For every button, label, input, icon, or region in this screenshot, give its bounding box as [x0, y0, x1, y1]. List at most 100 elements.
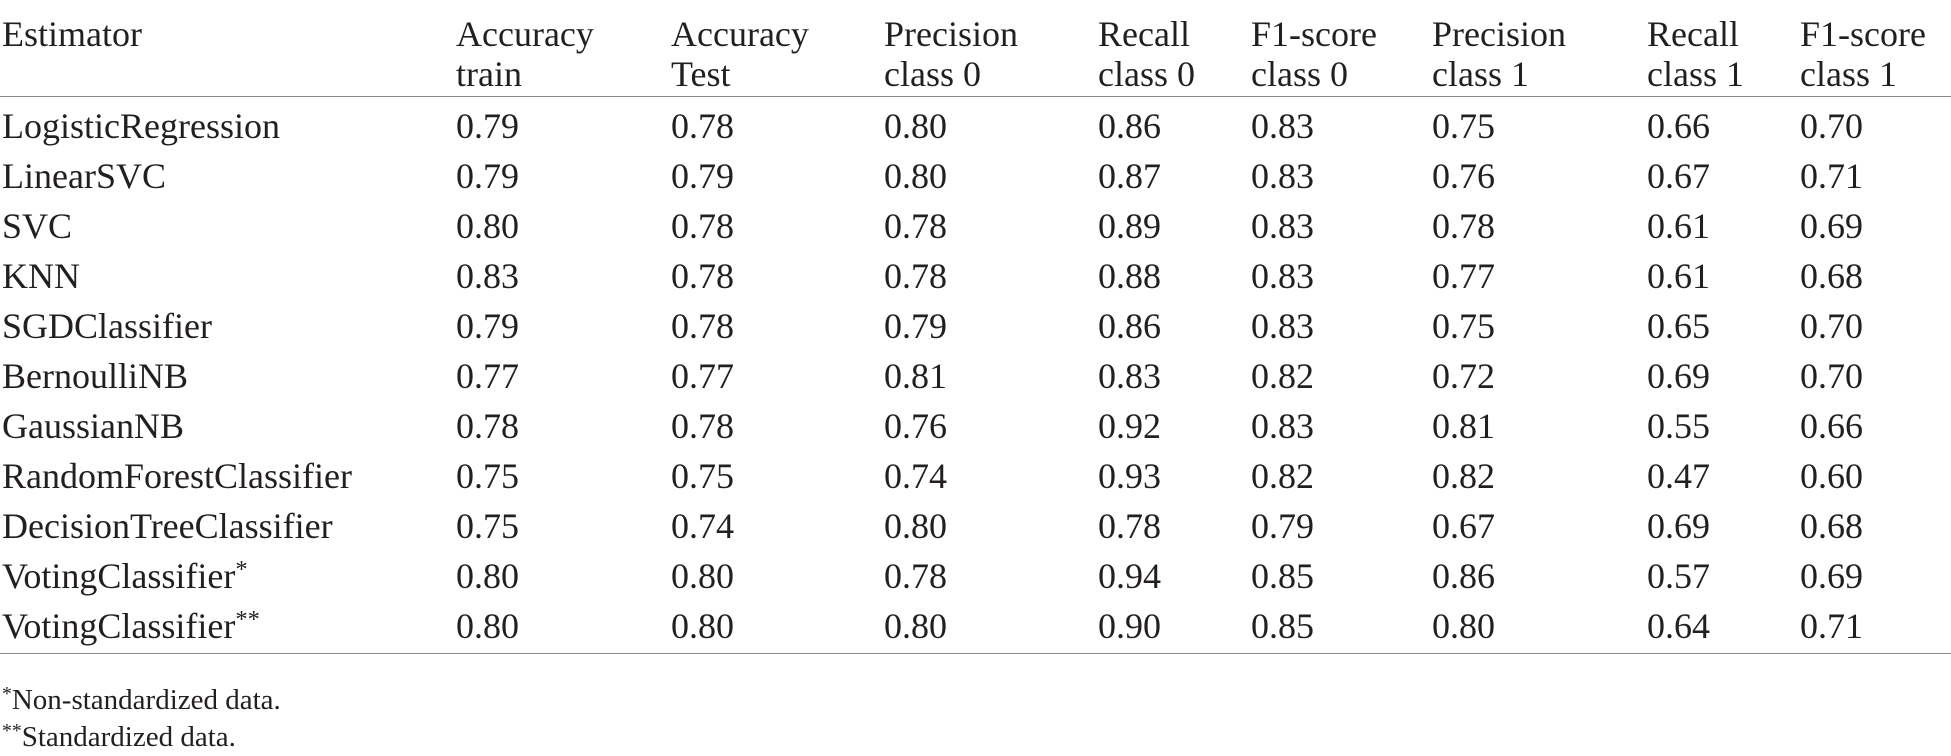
metric-value: 0.79: [671, 155, 734, 196]
metric-value: 0.61: [1647, 205, 1710, 246]
estimator-cell: DecisionTreeClassifier: [0, 501, 454, 551]
metric-value: 0.80: [884, 105, 947, 146]
table-row: VotingClassifier** 0.80 0.80 0.80 0.90 0.85 0.…: [0, 600, 1951, 654]
column-header: Recall class 0: [1096, 14, 1249, 97]
metric-value: 0.60: [1800, 455, 1863, 496]
metric-value: 0.82: [1432, 455, 1495, 496]
column-header-line: Recall: [1647, 14, 1739, 54]
column-header-line: Precision: [884, 14, 1018, 54]
metric-value: 0.68: [1800, 255, 1863, 296]
column-header-line: Accuracy: [456, 14, 594, 54]
column-header: Accuracy Test: [669, 14, 882, 97]
metric-value: 0.68: [1800, 505, 1863, 546]
estimator-cell: VotingClassifier**: [0, 600, 454, 654]
metric-value: 0.78: [456, 405, 519, 446]
estimator-name: DecisionTreeClassifier: [2, 505, 333, 546]
column-header-line: class 0: [1098, 54, 1195, 94]
footnote-text: Non-standardized data.: [11, 684, 281, 716]
metric-value: 0.77: [456, 355, 519, 396]
metric-value: 0.83: [1251, 405, 1314, 446]
estimator-name: LinearSVC: [2, 155, 166, 196]
table-row: DecisionTreeClassifier 0.75 0.74 0.80 0.78 0.…: [0, 501, 1951, 551]
estimator-name: VotingClassifier: [2, 605, 236, 646]
metric-value: 0.78: [671, 305, 734, 346]
column-header-line: Accuracy: [671, 14, 809, 54]
estimator-cell: BernoulliNB: [0, 351, 454, 401]
column-header: F1-score class 0: [1249, 14, 1430, 97]
metric-value: 0.86: [1098, 105, 1161, 146]
estimator-cell: VotingClassifier*: [0, 551, 454, 601]
table-body: LogisticRegression 0.79 0.78 0.80 0.86 0.83 0.…: [0, 96, 1951, 654]
metric-value: 0.83: [456, 255, 519, 296]
column-header: Estimator: [0, 14, 454, 97]
table-row: RandomForestClassifier 0.75 0.75 0.74 0.93 0.…: [0, 451, 1951, 501]
metric-value: 0.80: [882, 600, 1096, 654]
metric-value: 0.55: [1647, 405, 1710, 446]
metric-value: 0.76: [884, 405, 947, 446]
metric-value: 0.79: [1251, 505, 1314, 546]
metric-value: 0.79: [456, 105, 519, 146]
estimator-name: RandomForestClassifier: [2, 455, 352, 496]
metric-value: 0.70: [1800, 305, 1863, 346]
table-row: LogisticRegression 0.79 0.78 0.80 0.86 0.83 0.…: [0, 96, 1951, 151]
footnote-mark: *: [235, 555, 248, 583]
metric-value: 0.78: [884, 205, 947, 246]
column-header-line: class 0: [884, 54, 981, 94]
estimator-cell: RandomForestClassifier: [0, 451, 454, 501]
estimator-name: GaussianNB: [2, 405, 184, 446]
results-table: Estimator Accuracy train Accuracy Test Precis…: [0, 14, 1951, 654]
metric-value: 0.76: [1432, 155, 1495, 196]
metric-value: 0.79: [884, 305, 947, 346]
metric-value: 0.78: [671, 205, 734, 246]
table-row: SGDClassifier 0.79 0.78 0.79 0.86 0.83 0.75 0.6…: [0, 301, 1951, 351]
metric-value: 0.67: [1647, 155, 1710, 196]
metric-value: 0.80: [884, 505, 947, 546]
metric-value: 0.78: [671, 105, 734, 146]
column-header-line: class 0: [1251, 54, 1348, 94]
footnote-text: Standardized data.: [21, 721, 236, 753]
table-row: KNN 0.83 0.78 0.78 0.88 0.83 0.77 0.61 0.68: [0, 251, 1951, 301]
column-header: F1-score class 1: [1798, 14, 1951, 97]
metric-value: 0.85: [1249, 600, 1430, 654]
metric-value: 0.75: [456, 455, 519, 496]
metric-value: 0.69: [1800, 555, 1863, 596]
table-row: GaussianNB 0.78 0.78 0.76 0.92 0.83 0.81 0.55 0.…: [0, 401, 1951, 451]
metric-value: 0.78: [671, 255, 734, 296]
column-header: Accuracy train: [454, 14, 669, 97]
estimator-cell: LogisticRegression: [0, 96, 454, 151]
column-header-line: F1-score: [1251, 14, 1377, 54]
metric-value: 0.70: [1800, 105, 1863, 146]
estimator-name: VotingClassifier: [2, 555, 236, 596]
metric-value: 0.80: [669, 600, 882, 654]
metric-value: 0.93: [1098, 455, 1161, 496]
column-header-line: Precision: [1432, 14, 1566, 54]
metric-value: 0.71: [1800, 155, 1863, 196]
metric-value: 0.94: [1098, 555, 1161, 596]
estimator-name: BernoulliNB: [2, 355, 188, 396]
metric-value: 0.77: [671, 355, 734, 396]
column-header-line: F1-score: [1800, 14, 1926, 54]
estimator-cell: SVC: [0, 201, 454, 251]
metric-value: 0.75: [671, 455, 734, 496]
metric-value: 0.79: [456, 305, 519, 346]
column-header: Precision class 1: [1430, 14, 1645, 97]
metric-value: 0.88: [1098, 255, 1161, 296]
estimator-name: SVC: [2, 205, 73, 246]
metric-value: 0.61: [1647, 255, 1710, 296]
metric-value: 0.66: [1800, 405, 1863, 446]
metric-value: 0.83: [1098, 355, 1161, 396]
metric-value: 0.74: [671, 505, 734, 546]
metric-value: 0.79: [456, 155, 519, 196]
metric-value: 0.75: [1432, 305, 1495, 346]
metric-value: 0.81: [1432, 405, 1495, 446]
metric-value: 0.71: [1798, 600, 1951, 654]
footnotes: *Non-standardized data. **Standardized da…: [2, 682, 281, 756]
metric-value: 0.83: [1251, 155, 1314, 196]
metric-value: 0.78: [884, 555, 947, 596]
column-header-line: Recall: [1098, 14, 1190, 54]
table-row: LinearSVC 0.79 0.79 0.80 0.87 0.83 0.76 0.67 0.7…: [0, 151, 1951, 201]
table-row: BernoulliNB 0.77 0.77 0.81 0.83 0.82 0.72 0.69 0…: [0, 351, 1951, 401]
footnote: **Standardized data.: [2, 719, 281, 756]
metric-value: 0.67: [1432, 505, 1495, 546]
